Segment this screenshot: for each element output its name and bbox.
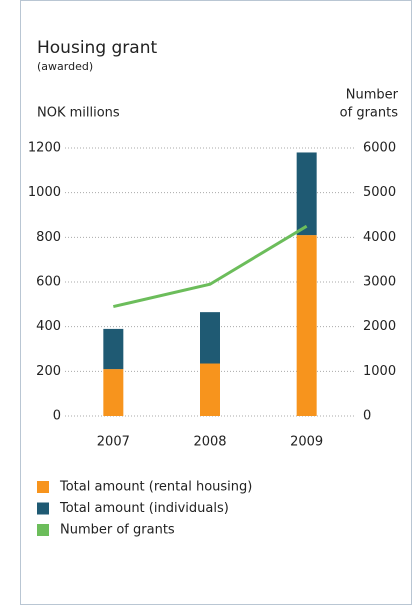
bar	[103, 328, 124, 370]
y2-axis-label: of grants	[340, 106, 399, 121]
y-tick-label: 200	[36, 364, 61, 379]
legend-label: Total amount (rental housing)	[59, 480, 252, 495]
y2-tick-label: 3000	[363, 275, 396, 290]
x-tick-label: 2007	[97, 435, 130, 450]
y2-axis-label: Number	[346, 88, 399, 103]
line	[112, 224, 308, 309]
bar	[200, 363, 220, 416]
legend-label: Number of grants	[60, 523, 175, 538]
legend-swatch	[37, 481, 49, 493]
bar	[103, 369, 124, 416]
y2-tick-label: 4000	[363, 230, 396, 245]
y-axis-label: NOK millions	[37, 106, 120, 121]
x-tick-label: 2009	[290, 435, 323, 450]
x-tick-label: 2008	[193, 435, 226, 450]
y-tick-label: 600	[36, 275, 61, 290]
y-tick-label: 400	[36, 319, 61, 334]
bar	[296, 235, 317, 416]
bar	[200, 312, 220, 364]
legend-swatch	[37, 524, 49, 536]
y2-tick-label: 6000	[363, 141, 396, 156]
y2-tick-label: 5000	[363, 185, 396, 200]
legend-label: Total amount (individuals)	[59, 501, 229, 516]
legend-swatch	[37, 502, 49, 515]
frame	[20, 0, 412, 605]
y-tick-label: 0	[53, 409, 61, 424]
y2-tick-label: 2000	[363, 319, 396, 334]
bar	[296, 152, 317, 236]
y2-tick-label: 0	[363, 409, 371, 424]
y-tick-label: 800	[36, 230, 61, 245]
chart-subtitle: (awarded)	[37, 60, 93, 73]
y2-tick-label: 1000	[363, 364, 396, 379]
y-tick-label: 1200	[28, 141, 61, 156]
chart-title: Housing grant	[37, 38, 157, 58]
y-tick-label: 1000	[28, 185, 61, 200]
